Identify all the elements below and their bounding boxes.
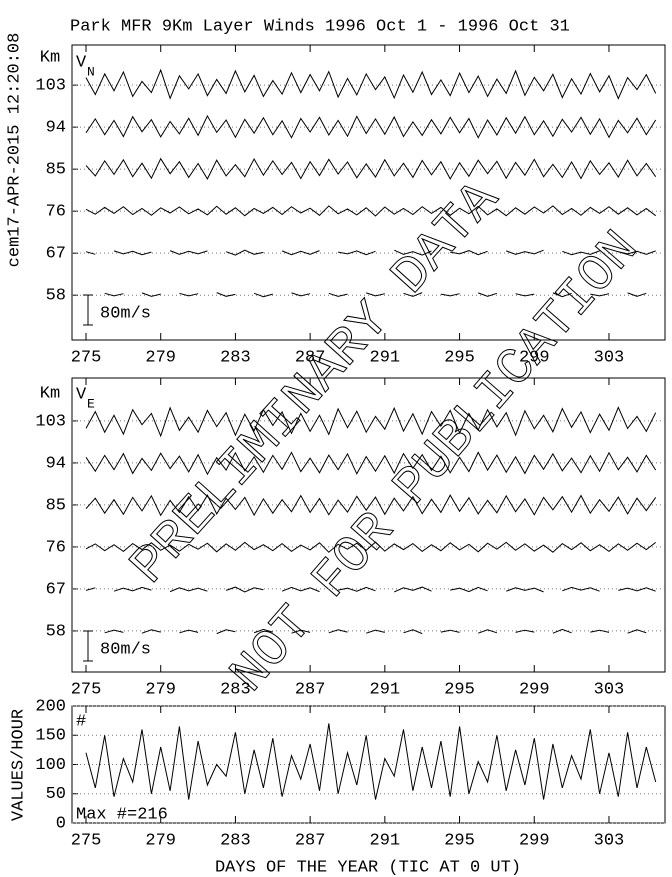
y-tick-label: 200 — [35, 697, 66, 716]
x-tick-label: 275 — [71, 680, 102, 699]
x-tick-label: 287 — [295, 680, 326, 699]
y-tick-label: 103 — [35, 412, 66, 431]
y-tick-label: 76 — [46, 538, 66, 557]
y-tick-label: 67 — [46, 580, 66, 599]
x-tick-label: 295 — [444, 348, 475, 367]
x-tick-label: 299 — [519, 831, 550, 850]
panel-label: V — [76, 53, 87, 72]
series-line — [85, 451, 657, 476]
y-unit-label: Km — [40, 384, 60, 403]
x-tick-label: 291 — [370, 348, 401, 367]
x-tick-label: 303 — [594, 680, 625, 699]
y-tick-label: 85 — [46, 496, 66, 515]
x-tick-label: 283 — [220, 348, 251, 367]
x-tick-label: 283 — [220, 680, 251, 699]
series-line — [85, 541, 657, 553]
x-tick-label: 283 — [220, 831, 251, 850]
x-tick-label: 275 — [71, 348, 102, 367]
chart-title: Park MFR 9Km Layer Winds 1996 Oct 1 - 19… — [70, 17, 570, 36]
x-tick-label: 291 — [370, 831, 401, 850]
series-line — [85, 205, 657, 217]
x-tick-label: 303 — [594, 831, 625, 850]
series-line — [85, 114, 657, 139]
y-tick-label: 58 — [46, 622, 66, 641]
series-line — [104, 628, 647, 635]
scale-bar-label: 80m/s — [100, 304, 151, 323]
x-tick-label: 295 — [444, 680, 475, 699]
y-tick-label: 150 — [35, 727, 66, 746]
series-line — [104, 292, 647, 298]
series-line — [85, 249, 656, 256]
y-axis-label: VALUES/HOUR — [9, 709, 28, 821]
x-tick-label: 291 — [370, 680, 401, 699]
x-tick-label: 287 — [295, 831, 326, 850]
panel-label: # — [76, 712, 86, 731]
y-tick-label: 85 — [46, 161, 66, 180]
y-tick-label: 0 — [56, 814, 66, 833]
series-line — [85, 494, 657, 517]
panel-label: V — [76, 385, 87, 404]
y-tick-label: 67 — [46, 245, 66, 264]
x-tick-label: 275 — [71, 831, 102, 850]
y-unit-label: Km — [40, 48, 60, 67]
scale-bar-label: 80m/s — [100, 640, 151, 659]
series-line — [85, 586, 656, 593]
y-tick-label: 76 — [46, 203, 66, 222]
series-line — [85, 406, 657, 438]
plot-frame — [71, 44, 666, 341]
panel-subscript: N — [87, 64, 95, 79]
x-tick-label: 295 — [444, 831, 475, 850]
y-tick-label: 94 — [46, 119, 66, 138]
watermark: PRELIMINARY DATA — [119, 170, 511, 597]
y-tick-label: 58 — [46, 287, 66, 306]
series-line — [85, 723, 657, 800]
x-tick-label: 299 — [519, 348, 550, 367]
x-tick-label: 279 — [145, 348, 176, 367]
y-tick-label: 94 — [46, 454, 66, 473]
x-tick-label: 279 — [145, 680, 176, 699]
x-tick-label: 299 — [519, 680, 550, 699]
x-axis-label: DAYS OF THE YEAR (TIC AT 0 UT) — [215, 858, 521, 877]
y-tick-label: 100 — [35, 756, 66, 775]
x-tick-label: 279 — [145, 831, 176, 850]
series-line — [85, 68, 657, 100]
y-tick-label: 103 — [35, 77, 66, 96]
annotation: Max #=216 — [76, 805, 168, 824]
plot-frame — [71, 377, 666, 673]
y-tick-label: 50 — [46, 785, 66, 804]
timestamp: cem17-APR-2015 12:20:08 — [5, 33, 24, 268]
x-tick-label: 287 — [295, 348, 326, 367]
x-tick-label: 303 — [594, 348, 625, 367]
series-line — [85, 157, 657, 180]
panel-subscript: E — [87, 396, 95, 411]
